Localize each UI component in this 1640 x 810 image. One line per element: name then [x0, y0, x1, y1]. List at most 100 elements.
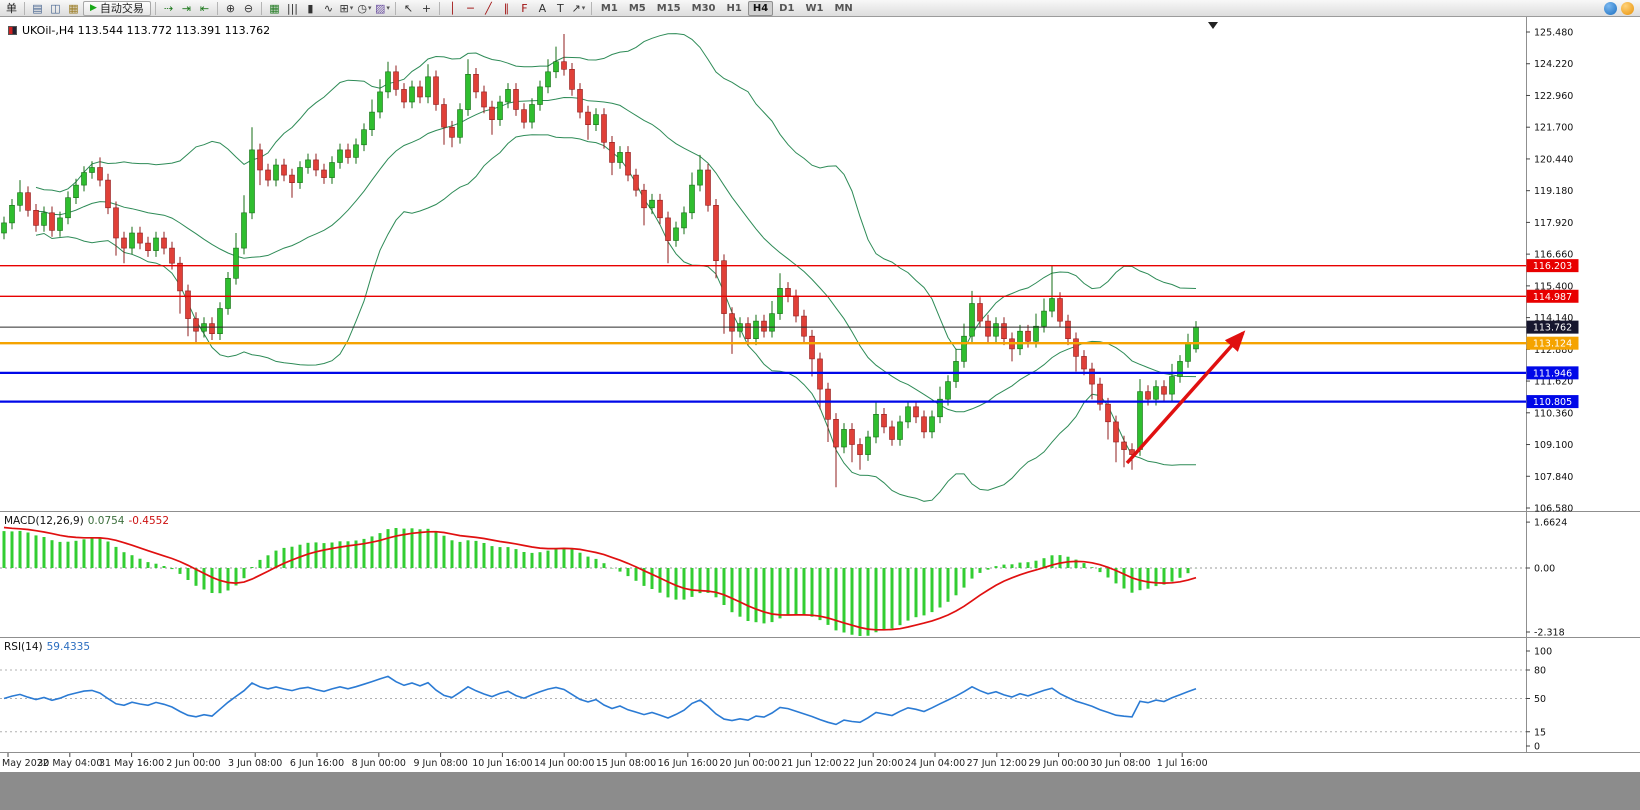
svg-text:100: 100: [1534, 647, 1552, 658]
templates-icon[interactable]: ▨ ▾: [374, 1, 390, 15]
timeframe-button-h1[interactable]: H1: [726, 2, 742, 14]
crosshair-icon[interactable]: +: [421, 1, 432, 15]
svg-text:14 Jun 00:00: 14 Jun 00:00: [534, 758, 594, 769]
svg-text:113.124: 113.124: [1533, 339, 1572, 350]
svg-text:113.762: 113.762: [1533, 323, 1572, 334]
arrows-icon[interactable]: ↗ ▾: [571, 1, 586, 15]
level-lines-layer[interactable]: 116.203 114.987 113.762 113.124 111.946 110.8…: [0, 259, 1579, 409]
dropdown-caret-icon: ▾: [349, 3, 354, 12]
bottom-strip: [0, 772, 1640, 810]
svg-text:111.620: 111.620: [1534, 377, 1573, 388]
cursor-icon[interactable]: ↖: [403, 1, 414, 15]
svg-text:119.180: 119.180: [1534, 186, 1573, 197]
terminal-icon[interactable]: ▤: [32, 1, 43, 15]
timeframe-button-m30[interactable]: M30: [691, 2, 716, 14]
svg-text:8 Jun 00:00: 8 Jun 00:00: [352, 758, 406, 769]
timeframe-button-w1[interactable]: W1: [805, 2, 824, 14]
zoom-in-icon[interactable]: ⊕: [225, 1, 236, 15]
rsi-layer: [3, 675, 1197, 726]
autotrade-button[interactable]: ▶ 自动交易: [83, 0, 151, 16]
line-chart-icon[interactable]: ∿: [323, 1, 334, 15]
news-icon[interactable]: [1621, 1, 1634, 15]
trend-arrow-layer[interactable]: [1125, 330, 1246, 465]
toolbar-separator: [154, 1, 156, 15]
svg-text:6 Jun 16:00: 6 Jun 16:00: [290, 758, 344, 769]
candlestick-chart-icon[interactable]: ▮: [307, 1, 314, 15]
svg-text:-2.318: -2.318: [1534, 628, 1565, 639]
bollinger-layer: [35, 33, 1197, 502]
svg-text:May 2022: May 2022: [2, 758, 49, 769]
svg-text:80: 80: [1534, 666, 1546, 677]
auto-scroll-icon[interactable]: ⇢: [163, 1, 174, 15]
svg-text:15: 15: [1534, 727, 1546, 738]
macd-value-signal: -0.4552: [128, 515, 170, 527]
toolbar-right: [1604, 1, 1637, 15]
svg-text:0: 0: [1534, 742, 1540, 753]
label-icon[interactable]: T: [557, 1, 564, 15]
timeframe-button-mn[interactable]: MN: [834, 2, 853, 14]
toolbar-separator: [394, 1, 396, 15]
timeframe-button-d1[interactable]: D1: [779, 2, 795, 14]
toolbar-separator: [260, 1, 262, 15]
macd-label: MACD(12,26,9) 0.0754 -0.4552: [4, 515, 169, 527]
timeframe-button-m1[interactable]: M1: [600, 2, 618, 14]
chart-ohlc-label: UKOil-,H4 113.544 113.772 113.391 113.76…: [8, 24, 270, 37]
svg-text:106.580: 106.580: [1534, 504, 1573, 515]
autotrade-label: 自动交易: [99, 2, 144, 15]
tile-windows-icon[interactable]: ▦: [269, 1, 280, 15]
svg-text:1.6624: 1.6624: [1534, 518, 1567, 529]
svg-text:114.140: 114.140: [1534, 313, 1573, 324]
scroll-to-end-icon[interactable]: ⇤: [199, 1, 210, 15]
community-icon[interactable]: [1604, 1, 1617, 15]
zoom-out-icon[interactable]: ⊖: [243, 1, 254, 15]
svg-text:30 May 04:00: 30 May 04:00: [37, 758, 102, 769]
svg-text:30 Jun 08:00: 30 Jun 08:00: [1090, 758, 1150, 769]
shift-marker: [1208, 22, 1218, 29]
toolbar-separator: [24, 1, 25, 15]
axes-layer: 125.480 124.220 122.960 121.700 120.440 119.1…: [0, 17, 1640, 753]
market-watch-icon[interactable]: ▦: [68, 1, 79, 15]
svg-text:107.840: 107.840: [1534, 472, 1573, 483]
svg-text:117.920: 117.920: [1534, 218, 1573, 229]
svg-text:50: 50: [1534, 694, 1546, 705]
svg-text:22 Jun 20:00: 22 Jun 20:00: [843, 758, 903, 769]
svg-text:121.700: 121.700: [1534, 123, 1573, 134]
vertical-line-icon[interactable]: │: [449, 1, 456, 15]
toolbar-separator: [216, 1, 218, 15]
chart-area[interactable]: 125.480 124.220 122.960 121.700 120.440 119.1…: [0, 0, 1640, 772]
new-order-button[interactable]: 单: [6, 2, 17, 15]
svg-text:20 Jun 00:00: 20 Jun 00:00: [719, 758, 779, 769]
timeframe-button-m5[interactable]: M5: [628, 2, 646, 14]
chart-icon: [8, 26, 17, 35]
svg-text:109.100: 109.100: [1534, 440, 1573, 451]
svg-text:29 Jun 00:00: 29 Jun 00:00: [1028, 758, 1088, 769]
text-icon[interactable]: A: [538, 1, 547, 15]
chart-shift-icon[interactable]: ⇥: [181, 1, 192, 15]
trendline-icon[interactable]: ╱: [485, 1, 492, 15]
svg-text:10 Jun 16:00: 10 Jun 16:00: [472, 758, 532, 769]
macd-value-main: 0.0754: [87, 515, 125, 527]
svg-text:125.480: 125.480: [1534, 28, 1573, 39]
fibonacci-icon[interactable]: F: [521, 1, 528, 15]
navigator-icon[interactable]: ◫: [50, 1, 61, 15]
new-chart-icon[interactable]: ⊞ ▾: [339, 1, 354, 15]
svg-text:112.880: 112.880: [1534, 345, 1573, 356]
svg-text:27 Jun 12:00: 27 Jun 12:00: [967, 758, 1027, 769]
timeframe-button-m15[interactable]: M15: [656, 2, 681, 14]
svg-text:15 Jun 08:00: 15 Jun 08:00: [596, 758, 656, 769]
macd-layer: [2, 526, 1198, 636]
svg-text:21 Jun 12:00: 21 Jun 12:00: [781, 758, 841, 769]
svg-text:116.203: 116.203: [1533, 261, 1572, 272]
rsi-value: 59.4335: [46, 641, 91, 653]
toolbar-buttons: ▤ ◫ ▦ ▶ 自动交易 ⇢ ⇥ ⇤ ⊕ ⊖ ▦ ||| ▮ ∿ ⊞ ▾ ◷ ▾ ▨ ▾ ↖ + │ ─ ╱ ∥ F A T ↗ ▾ M1 M5…: [21, 0, 858, 16]
rsi-label: RSI(14) 59.4335: [4, 641, 90, 653]
periods-icon[interactable]: ◷ ▾: [357, 1, 372, 15]
horizontal-line-icon[interactable]: ─: [467, 1, 474, 15]
channel-icon[interactable]: ∥: [503, 1, 510, 15]
bar-chart-icon[interactable]: |||: [286, 1, 298, 15]
svg-text:110.805: 110.805: [1533, 397, 1572, 408]
toolbar-separator: [590, 1, 592, 15]
timeframe-button-h4[interactable]: H4: [747, 0, 774, 16]
